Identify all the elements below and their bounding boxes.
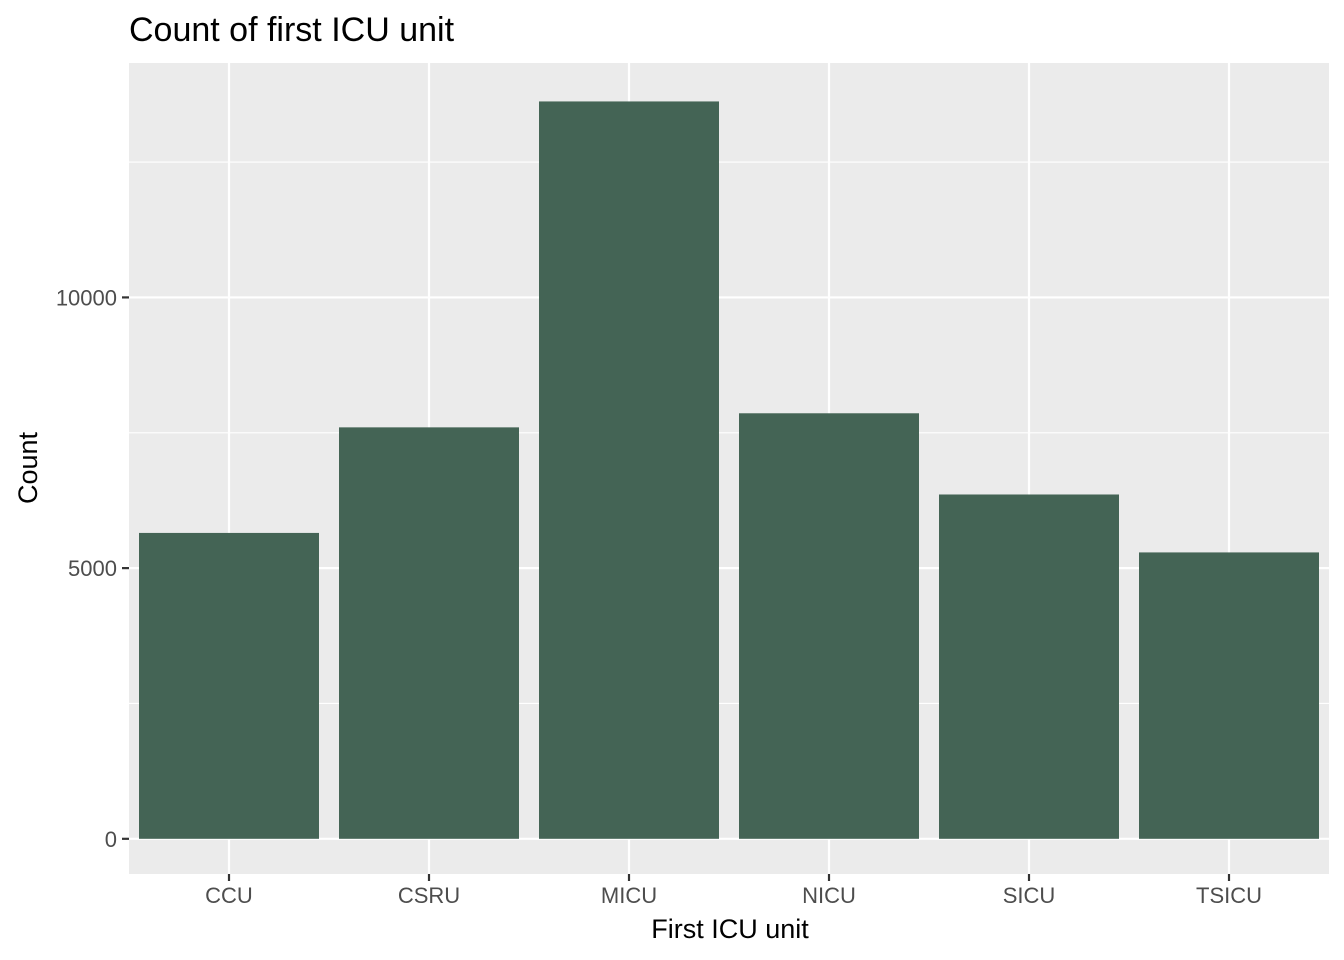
y-axis: 0 5000 10000 <box>56 285 129 852</box>
x-tick-label: CCU <box>205 883 253 908</box>
bar-micu <box>539 101 719 839</box>
y-axis-title: Count <box>13 431 43 504</box>
bar-ccu <box>139 532 319 839</box>
y-tick-label: 0 <box>105 827 117 852</box>
x-tick-label: TSICU <box>1196 883 1262 908</box>
x-tick-label: CSRU <box>398 883 460 908</box>
x-tick-label: MICU <box>601 883 657 908</box>
bar-tsicu <box>1139 552 1319 839</box>
chart-title: Count of first ICU unit <box>129 11 455 49</box>
bar-csru <box>339 427 519 839</box>
minor-gridlines <box>129 161 1329 705</box>
x-tick-label: SICU <box>1003 883 1056 908</box>
x-axis-title: First ICU unit <box>651 914 809 944</box>
bars <box>139 101 1319 839</box>
bar-nicu <box>739 413 919 839</box>
plot-panel <box>129 63 1329 874</box>
x-axis: CCU CSRU MICU NICU SICU TSICU <box>205 874 1262 908</box>
bar-sicu <box>939 494 1119 839</box>
y-tick-label: 5000 <box>68 556 117 581</box>
y-tick-label: 10000 <box>56 285 117 310</box>
x-tick-label: NICU <box>802 883 856 908</box>
